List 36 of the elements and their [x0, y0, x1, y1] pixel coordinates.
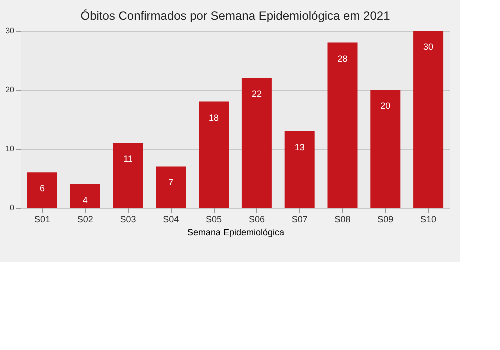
x-tick-label: S10 — [420, 214, 437, 224]
y-tick-label: 30 — [6, 26, 16, 36]
data-label: 20 — [380, 101, 391, 111]
data-label: 7 — [168, 178, 174, 188]
x-tick-label: S06 — [248, 214, 265, 224]
data-label: 28 — [338, 54, 348, 64]
bar — [27, 172, 58, 208]
x-tick-label: S08 — [334, 214, 351, 224]
data-label: 11 — [124, 154, 133, 164]
bar — [113, 143, 144, 208]
data-label: 30 — [424, 42, 434, 52]
data-label: 18 — [209, 112, 220, 123]
x-axis-title: Semana Epidemiológica — [187, 228, 285, 238]
y-tick-label: 0 — [10, 204, 16, 212]
data-label: 22 — [252, 89, 262, 100]
x-tick-label: S05 — [206, 214, 222, 224]
bar — [414, 31, 444, 208]
x-tick-label: S07 — [292, 214, 308, 224]
bar — [199, 102, 230, 208]
bar — [328, 42, 358, 208]
bar — [242, 78, 272, 208]
x-tick-label: S09 — [378, 214, 394, 224]
x-tick-label: S04 — [163, 214, 180, 224]
bar — [156, 166, 186, 208]
bar — [70, 184, 100, 208]
bar — [284, 131, 315, 208]
y-tick-label: 10 — [6, 144, 16, 154]
chart-title: Óbitos Confirmados por Semana Epidemiológica em 2021 — [80, 9, 391, 23]
data-label: 6 — [40, 184, 45, 194]
x-tick-label: S03 — [120, 214, 136, 224]
data-label: 13 — [294, 142, 305, 152]
x-tick-label: S01 — [34, 214, 50, 224]
y-tick-label: 20 — [6, 86, 16, 94]
bar — [370, 90, 401, 208]
x-tick-label: S02 — [77, 214, 94, 224]
data-label: 4 — [82, 195, 88, 206]
